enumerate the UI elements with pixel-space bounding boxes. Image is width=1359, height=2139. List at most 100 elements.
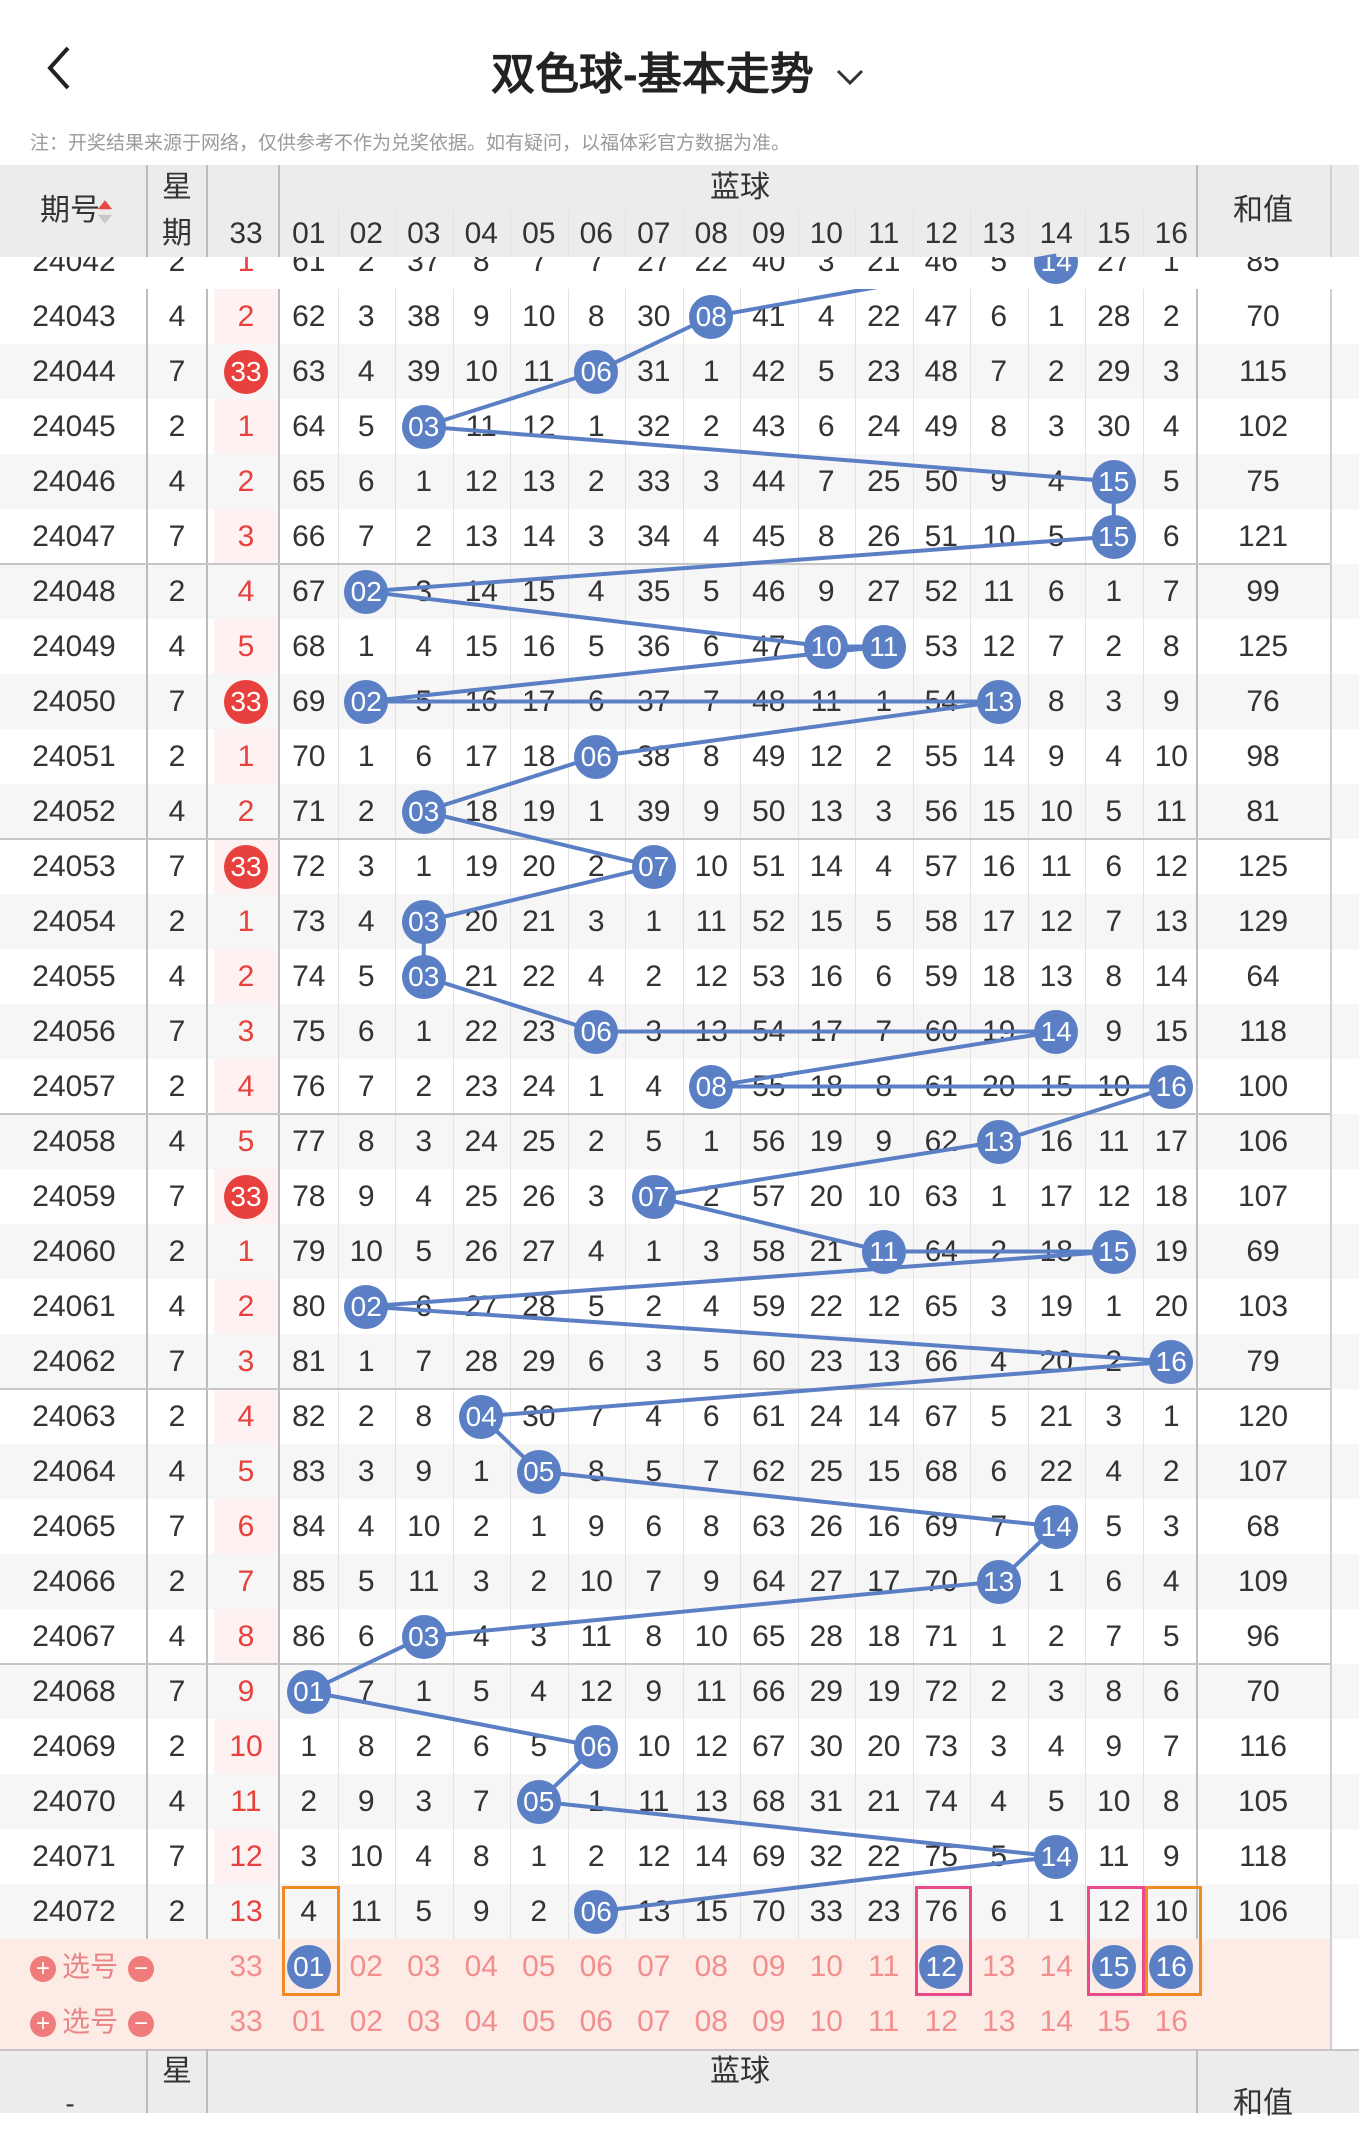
blue-ball: 16 [1149, 1945, 1194, 1989]
pick-number[interactable]: 09 [752, 2005, 786, 2038]
pick-number[interactable]: 05 [522, 1950, 556, 1983]
blue-ball: 16 [1149, 1065, 1194, 1109]
blue-miss-cell: 14 [982, 740, 1016, 773]
blue-miss-cell: 4 [1047, 465, 1065, 498]
pick-number[interactable]: 06 [579, 1950, 613, 1983]
blue-miss-cell: 2 [587, 1840, 605, 1873]
blue-miss-cell: 30 [809, 1730, 843, 1763]
blue-miss-cell: 84 [292, 1510, 326, 1543]
pick-number[interactable]: 14 [1039, 1950, 1073, 1983]
blue-miss-cell: 4 [415, 1840, 433, 1873]
pick-number[interactable]: 03 [407, 1950, 441, 1983]
pick-number[interactable]: 07 [637, 2005, 671, 2038]
page-title[interactable]: 双色球-基本走势 [0, 38, 1359, 102]
pick-number[interactable]: 08 [694, 2005, 728, 2038]
red-cell: 1 [237, 410, 255, 443]
blue-miss-cell: 3 [817, 257, 835, 278]
blue-miss-cell: 18 [1039, 1235, 1073, 1268]
divider-line [146, 2049, 148, 2113]
header-sum: 和值 [1233, 194, 1293, 227]
pick-number[interactable]: 08 [694, 1950, 728, 1983]
blue-miss-cell: 4 [472, 1620, 490, 1653]
pick-number[interactable]: 12 [924, 2005, 958, 2038]
pick-number[interactable]: 10 [809, 1950, 843, 1983]
blue-miss-cell: 55 [752, 1070, 786, 1103]
blue-miss-cell: 29 [522, 1345, 556, 1378]
pick-label[interactable]: 选号 [62, 2006, 119, 2037]
header-weekday-top: 星 [162, 171, 192, 204]
weekday-cell: 2 [168, 1070, 186, 1103]
blue-miss-cell: 21 [522, 905, 556, 938]
blue-miss-cell: 3 [415, 1785, 433, 1818]
red-cell: 1 [237, 905, 255, 938]
pick-number[interactable]: 06 [579, 2005, 613, 2038]
pick-number[interactable]: 16 [1154, 2005, 1188, 2038]
blue-miss-cell: 7 [587, 1400, 605, 1433]
pick-number[interactable]: 15 [1097, 2005, 1131, 2038]
blue-miss-cell: 56 [752, 1125, 786, 1158]
page-title-text: 双色球-基本走势 [491, 50, 814, 99]
pick-label[interactable]: 选号 [62, 1951, 119, 1982]
pick-number[interactable]: 11 [868, 2005, 900, 2038]
pick-number[interactable]: 01 [292, 2005, 326, 2038]
pick-ball-selected[interactable]: 01 [280, 1939, 338, 1994]
blue-miss-cell: 21 [809, 1235, 843, 1268]
blue-miss-cell: 14 [809, 850, 843, 883]
minus-icon[interactable]: − [128, 2010, 155, 2037]
blue-miss-cell: 80 [292, 1290, 326, 1323]
blue-miss-cell: 4 [1162, 1565, 1180, 1598]
pick-number[interactable]: 13 [982, 1950, 1016, 1983]
pick-number[interactable]: 02 [349, 1950, 383, 1983]
pick-number[interactable]: 05 [522, 2005, 556, 2038]
blue-miss-cell: 8 [817, 520, 835, 553]
blue-ball: 03 [401, 900, 446, 944]
blue-miss-cell: 42 [752, 355, 786, 388]
blue-miss-cell: 70 [752, 1895, 786, 1928]
pick-number[interactable]: 14 [1039, 2005, 1073, 2038]
divider-line [1330, 165, 1332, 2049]
pick-number[interactable]: 04 [464, 2005, 498, 2038]
pick-number[interactable]: 10 [809, 2005, 843, 2038]
blue-miss-cell: 8 [472, 257, 490, 278]
blue-miss-cell: 5 [1047, 1785, 1065, 1818]
header-period[interactable]: 期号 [40, 194, 100, 227]
blue-miss-cell: 8 [1162, 1785, 1180, 1818]
pick-number[interactable]: 13 [982, 2005, 1016, 2038]
red-cell: 4 [237, 1400, 255, 1433]
blue-miss-cell: 22 [809, 1290, 843, 1323]
chevron-down-icon[interactable] [832, 59, 868, 95]
pick-ball-selected[interactable]: 16 [1143, 1939, 1201, 1994]
blue-miss-cell: 9 [702, 795, 720, 828]
sort-icon[interactable] [96, 198, 114, 226]
back-arrow-icon[interactable] [30, 38, 90, 98]
blue-miss-cell: 15 [694, 1895, 728, 1928]
pick-number[interactable]: 09 [752, 1950, 786, 1983]
blue-miss-cell: 46 [924, 257, 958, 278]
blue-miss-cell: 6 [587, 1345, 605, 1378]
pick-number[interactable]: 11 [868, 1950, 900, 1983]
blue-miss-cell: 29 [809, 1675, 843, 1708]
red-cell: 9 [237, 1675, 255, 1708]
weekday-cell: 7 [168, 685, 186, 718]
header-blue-col: 15 [1097, 217, 1131, 250]
minus-icon[interactable]: − [128, 1955, 155, 1982]
blue-miss-cell: 4 [817, 300, 835, 333]
weekday-cell: 7 [168, 355, 186, 388]
blue-miss-cell: 63 [292, 355, 326, 388]
blue-miss-cell: 39 [407, 355, 441, 388]
blue-miss-cell: 2 [530, 1565, 548, 1598]
blue-miss-cell: 20 [522, 850, 556, 883]
plus-icon[interactable]: + [30, 2010, 56, 2037]
pick-ball-selected[interactable]: 12 [913, 1939, 971, 1994]
blue-miss-cell: 13 [809, 795, 843, 828]
pick-number[interactable]: 07 [637, 1950, 671, 1983]
blue-miss-cell: 22 [867, 1840, 901, 1873]
plus-icon[interactable]: + [30, 1955, 56, 1982]
blue-miss-cell: 34 [637, 520, 671, 553]
pick-ball-selected[interactable]: 15 [1085, 1939, 1143, 1994]
blue-miss-cell: 76 [292, 1070, 326, 1103]
pick-number[interactable]: 04 [464, 1950, 498, 1983]
blue-miss-cell: 5 [415, 685, 433, 718]
pick-number[interactable]: 02 [349, 2005, 383, 2038]
pick-number[interactable]: 03 [407, 2005, 441, 2038]
